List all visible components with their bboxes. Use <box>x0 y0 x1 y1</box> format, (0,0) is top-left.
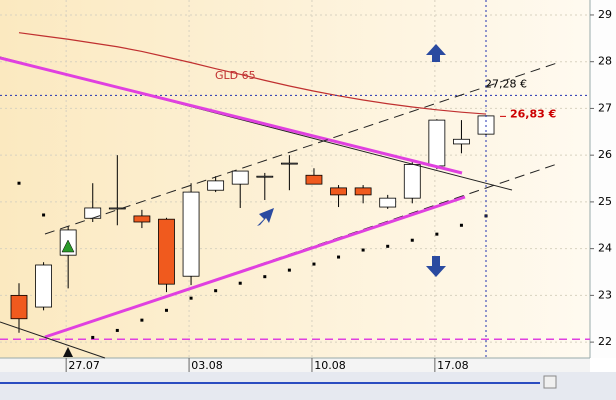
trendline <box>0 56 463 175</box>
buy-signal <box>61 239 75 253</box>
sar-dot <box>189 296 193 300</box>
sar-dot <box>312 262 316 266</box>
y-tick-label: 27 <box>598 101 612 114</box>
candle-body <box>108 207 126 210</box>
sar-dot <box>140 318 144 322</box>
channel-line <box>44 162 561 338</box>
candle-body <box>35 264 52 308</box>
price-label: 26,83 € <box>510 107 556 120</box>
sar-dot <box>435 232 439 236</box>
candle-body <box>207 180 225 191</box>
candle-body <box>453 138 470 145</box>
sar-dot <box>287 268 291 272</box>
arrow-up-right <box>257 208 274 226</box>
candle-body <box>256 175 274 178</box>
y-tick-label: 22 <box>598 335 612 348</box>
price-label: 27,28 € <box>485 77 527 90</box>
sar-dot <box>115 328 119 332</box>
x-tick-label: 10.08 <box>314 359 346 372</box>
candle-body <box>330 187 347 196</box>
x-tick-label: 27.07 <box>68 359 100 372</box>
y-tick-label: 24 <box>598 242 612 255</box>
x-tick-label: 17.08 <box>437 359 469 372</box>
sar-dot <box>164 308 168 312</box>
y-tick-label: 26 <box>598 148 612 161</box>
candle-body <box>280 162 298 165</box>
signals <box>61 44 446 357</box>
y-tick-label: 29 <box>598 8 612 21</box>
sar-dot <box>42 213 46 217</box>
sar-dot <box>263 275 267 279</box>
sar-dot <box>459 223 463 227</box>
sar-dot <box>386 244 390 248</box>
sar-dot <box>238 281 242 285</box>
trendline <box>44 195 466 339</box>
candle-body <box>10 294 28 320</box>
y-tick-label: 28 <box>598 55 612 68</box>
sar-dot <box>361 248 365 252</box>
sar-dot <box>17 181 21 185</box>
ma-line <box>18 32 487 115</box>
candle-body <box>182 191 200 277</box>
y-axis-background <box>590 0 616 358</box>
candle-body <box>84 207 102 219</box>
scroll-area <box>0 372 616 400</box>
sar-dot <box>214 289 218 293</box>
sar-dot <box>91 335 95 339</box>
plot-background <box>0 0 590 358</box>
candle-body <box>305 174 323 185</box>
scroll-button[interactable] <box>543 375 557 389</box>
x-tick-label: 03.08 <box>191 359 223 372</box>
trendlines <box>0 0 561 359</box>
y-tick-label: 23 <box>598 288 612 301</box>
y-tick-label: 25 <box>598 195 612 208</box>
sar-dot <box>337 255 341 259</box>
candle-body <box>158 218 175 285</box>
candle-body <box>379 197 397 208</box>
candle-body <box>231 170 249 185</box>
x-axis-background <box>0 358 590 372</box>
candle-body <box>354 187 372 196</box>
candle-body <box>133 215 151 223</box>
signal-marker <box>63 347 73 357</box>
arrow-down <box>426 256 446 277</box>
channel-line <box>44 61 561 235</box>
trendline <box>0 321 106 359</box>
candle-body <box>428 119 446 167</box>
sar-dot <box>410 238 414 242</box>
candle-body <box>403 164 421 199</box>
arrow-up <box>426 44 446 62</box>
series-label: GLD 65 <box>215 69 256 82</box>
